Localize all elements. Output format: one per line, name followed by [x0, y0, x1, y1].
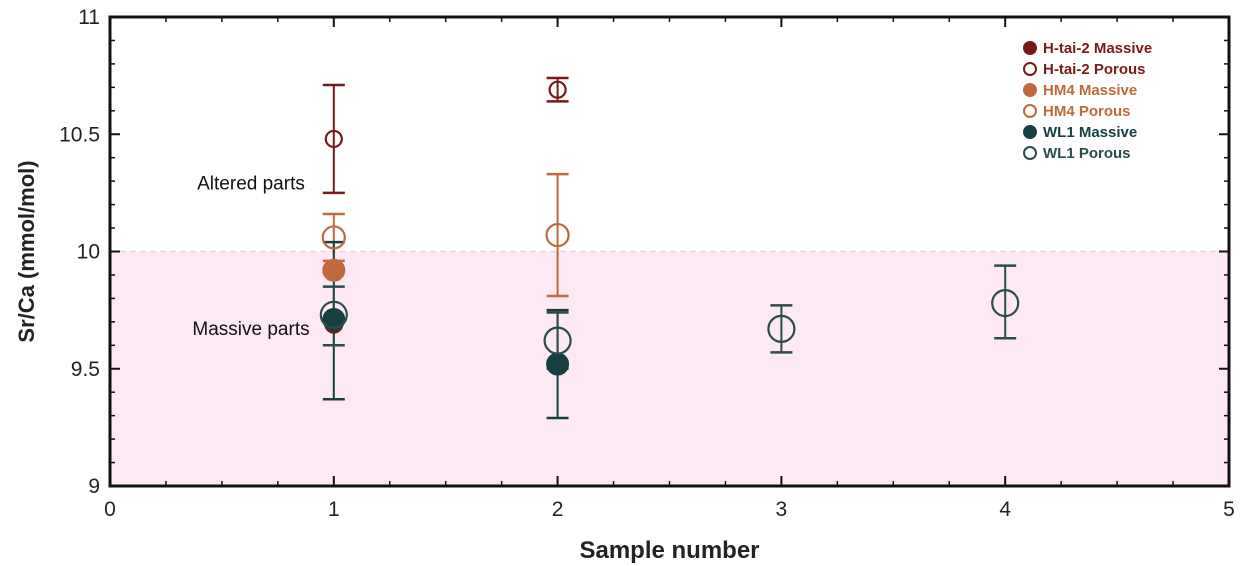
y-tick-label: 11	[78, 6, 100, 29]
y-tick-label: 10	[77, 241, 100, 264]
x-axis-title: Sample number	[579, 537, 759, 564]
annotations: Altered parts Massive parts	[192, 173, 309, 339]
data-point	[548, 80, 567, 99]
legend-marker	[1023, 83, 1037, 97]
massive-parts-band	[110, 251, 1229, 486]
y-axis-title: Sr/Ca (mmol/mol)	[14, 160, 39, 342]
data-point	[767, 314, 796, 343]
legend-marker	[1023, 125, 1037, 139]
legend-label: WL1 Massive	[1043, 124, 1137, 141]
region-label: Massive parts	[192, 319, 309, 340]
x-tick-label: 3	[776, 498, 788, 521]
data-point	[324, 129, 343, 149]
y-tick-label: 9.5	[71, 358, 100, 381]
y-tick-label: 10.5	[59, 123, 100, 146]
legend-label: H-tai-2 Massive	[1043, 40, 1152, 57]
x-tick-label: 1	[328, 498, 340, 521]
shaded-band-layer	[110, 250, 1229, 486]
legend-label: HM4 Porous	[1043, 103, 1131, 120]
legend-marker	[1023, 104, 1037, 118]
data-point	[319, 300, 348, 329]
region-label: Altered parts	[197, 173, 305, 194]
y-tick-label: 9	[88, 475, 100, 498]
legend-label: HM4 Massive	[1043, 82, 1137, 99]
x-tick-label: 0	[104, 498, 116, 521]
data-point	[546, 352, 570, 376]
data-point	[991, 288, 1020, 318]
legend-label: H-tai-2 Porous	[1043, 61, 1146, 78]
data-point	[543, 326, 572, 355]
legend-marker	[1023, 62, 1037, 76]
legend-label: WL1 Porous	[1043, 145, 1131, 162]
x-tick-label: 4	[999, 498, 1011, 521]
x-tick-label: 2	[552, 498, 564, 521]
axis-ticks: 0 1 2 3 4 5 9 9.5 10 10.5 11	[59, 6, 1235, 521]
data-point	[321, 225, 346, 250]
legend-marker	[1023, 41, 1037, 55]
plot-frame	[108, 15, 1231, 488]
data-point	[322, 258, 346, 282]
data-point	[545, 222, 570, 248]
data-points	[319, 76, 1020, 420]
legend: H-tai-2 Massive H-tai-2 Porous HM4 Massive…	[1023, 40, 1152, 162]
x-tick-label: 5	[1223, 498, 1235, 521]
legend-marker	[1023, 146, 1037, 160]
